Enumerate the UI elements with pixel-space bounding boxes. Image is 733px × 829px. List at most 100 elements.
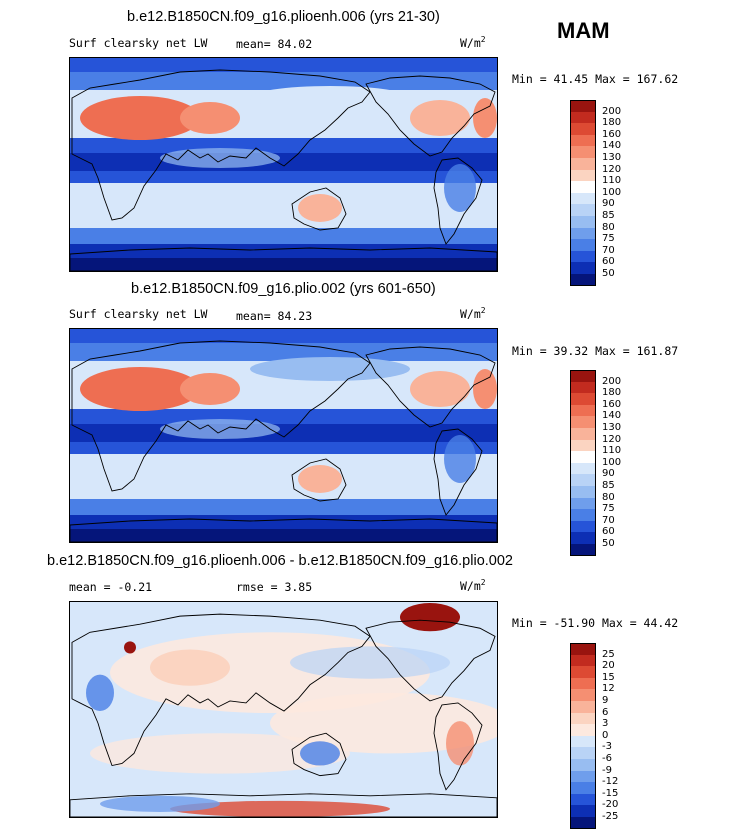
field-blob: [150, 649, 230, 686]
colorbar-swatch: [570, 100, 596, 113]
coastline: [71, 340, 371, 492]
colorbar-tick-label: 20: [602, 660, 615, 672]
colorbar-tick-label: 200: [602, 105, 622, 117]
colorbar-swatch: [570, 654, 596, 667]
colorbar-tick-label: 80: [602, 491, 615, 503]
colorbar-swatch: [570, 227, 596, 240]
colorbar-swatch: [570, 370, 596, 383]
map-svg: [70, 602, 497, 817]
colorbar-tick-label: 85: [602, 480, 615, 491]
coastline: [70, 793, 497, 817]
coastline: [71, 69, 371, 221]
field-blob: [160, 419, 280, 439]
panel1-variable: Surf clearsky net LW: [69, 36, 208, 50]
panel1-mean: mean= 84.02: [236, 37, 313, 51]
panel2-title: b.e12.B1850CN.f09_g16.plio.002 (yrs 601-…: [131, 281, 436, 297]
colorbar-swatch: [570, 817, 596, 829]
field-band: [70, 153, 497, 171]
field-blob: [444, 435, 476, 483]
panel2-variable: Surf clearsky net LW: [69, 307, 208, 321]
panel3-mean: mean = -0.21: [69, 580, 153, 594]
colorbar-swatch: [570, 451, 596, 464]
field-blob: [180, 373, 240, 405]
colorbar-tick-label: 70: [602, 514, 615, 526]
colorbar-tick-label: 120: [602, 433, 622, 445]
colorbar-swatch: [570, 643, 596, 656]
colorbar-tick-label: 90: [602, 198, 615, 210]
colorbar-swatch: [570, 204, 596, 217]
colorbar-tick-label: 9: [602, 695, 609, 706]
colorbar-swatch: [570, 701, 596, 714]
coastline: [291, 732, 347, 777]
colorbar-tick-label: 120: [602, 163, 622, 175]
field-blob: [300, 741, 340, 766]
field-band: [70, 343, 497, 361]
field-blob: [180, 102, 240, 134]
colorbar-swatch: [570, 146, 596, 159]
colorbar-tick-label: 130: [602, 152, 622, 163]
field-blob: [250, 86, 410, 110]
panel1-minmax: Min = 41.45 Max = 167.62: [512, 72, 679, 86]
colorbar-tick-label: -25: [602, 811, 619, 822]
field-blob: [250, 357, 410, 381]
colorbar-tick-label: 110: [602, 175, 622, 187]
colorbar-swatch: [570, 216, 596, 229]
field-band: [70, 58, 497, 72]
field-blob: [298, 194, 342, 222]
field-band: [70, 515, 497, 529]
colorbar-tick-label: -3: [602, 741, 612, 753]
colorbar-swatch: [570, 770, 596, 783]
panel3-units: W/m2: [460, 578, 486, 593]
colorbar-tick-label: 130: [602, 422, 622, 433]
colorbar-tick-label: 75: [602, 503, 615, 515]
panel1-title: b.e12.B1850CN.f09_g16.plioenh.006 (yrs 2…: [127, 9, 440, 25]
colorbar-swatch: [570, 689, 596, 702]
field-blob: [86, 674, 114, 712]
field-blob: [473, 369, 497, 409]
field-blob: [80, 367, 200, 411]
colorbar-swatch: [570, 192, 596, 205]
colorbar-swatch: [570, 747, 596, 760]
colorbar-tick-label: 60: [602, 526, 615, 538]
colorbar-swatch: [570, 393, 596, 406]
colorbar-swatch: [570, 474, 596, 487]
colorbar-swatch: [570, 404, 596, 417]
colorbar-tick-label: 160: [602, 128, 622, 140]
coastline: [365, 619, 496, 702]
colorbar-tick-label: 180: [602, 117, 622, 129]
colorbar-swatch: [570, 169, 596, 182]
panel3-minmax: Min = -51.90 Max = 44.42: [512, 616, 679, 630]
colorbar-swatch: [570, 724, 596, 737]
colorbar-tick-label: 100: [602, 456, 622, 468]
field-blob: [410, 371, 470, 407]
colorbar-tick-label: 25: [602, 648, 615, 660]
colorbar-swatch: [570, 134, 596, 147]
colorbar-tick-label: 180: [602, 387, 622, 399]
colorbar-tick-label: 75: [602, 233, 615, 245]
colorbar-tick-label: 6: [602, 706, 609, 718]
colorbar-swatch: [570, 782, 596, 795]
coastline: [291, 458, 347, 502]
coastline: [365, 75, 496, 157]
colorbar-tick-label: 90: [602, 468, 615, 480]
colorbar-swatch: [570, 532, 596, 545]
colorbar-tick-label: 0: [602, 729, 609, 741]
panel2-minmax: Min = 39.32 Max = 161.87: [512, 344, 679, 358]
colorbar-swatch: [570, 123, 596, 136]
season-label: MAM: [557, 18, 610, 43]
colorbar-swatch: [570, 428, 596, 441]
field-band: [70, 424, 497, 442]
colorbar-swatch: [570, 805, 596, 818]
colorbar-swatch: [570, 462, 596, 475]
coastline: [365, 346, 496, 428]
field-band: [70, 244, 497, 258]
colorbar-swatch: [570, 111, 596, 124]
coastline: [433, 702, 483, 791]
coastline: [291, 187, 347, 231]
field-blob: [446, 721, 474, 766]
colorbar-swatch: [570, 439, 596, 452]
colorbar-tick-label: -20: [602, 799, 619, 811]
colorbar-swatch: [570, 666, 596, 679]
colorbar-tick-label: -15: [602, 787, 619, 799]
colorbar-tick-label: 140: [602, 140, 622, 152]
